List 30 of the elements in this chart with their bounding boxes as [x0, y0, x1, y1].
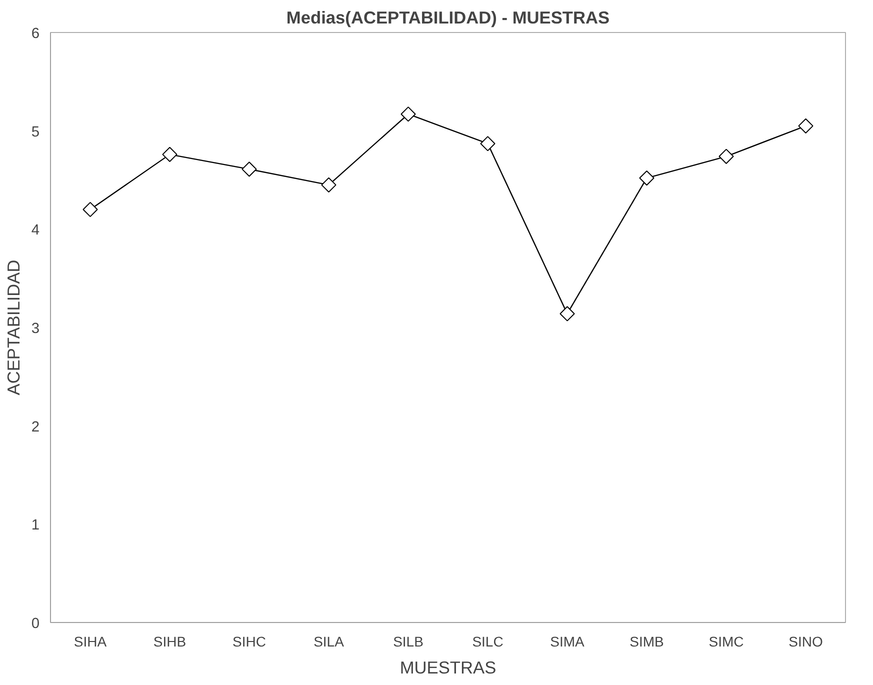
y-axis-title: ACEPTABILIDAD	[3, 260, 24, 396]
x-axis-title: MUESTRAS	[400, 658, 496, 678]
y-tick-label: 4	[31, 222, 40, 239]
point	[400, 106, 416, 122]
point	[82, 202, 98, 218]
point	[321, 177, 336, 192]
y-tick-label: 5	[31, 124, 40, 140]
y-tick-label: 6	[31, 26, 40, 42]
point	[639, 170, 654, 186]
y-tick-label: 3	[31, 321, 40, 337]
point	[718, 148, 734, 164]
x-tick-label: SIHC	[232, 634, 266, 650]
x-tick-label: SIHA	[74, 634, 108, 650]
chart-title: Medias(ACEPTABILIDAD) - MUESTRAS	[286, 8, 610, 28]
y-tick-label: 1	[31, 518, 40, 534]
x-tick-label: SIMA	[550, 634, 586, 650]
x-tick-label: SIHB	[153, 634, 186, 650]
x-tick-label: SIMC	[708, 634, 744, 650]
x-tick-label: SINO	[788, 634, 823, 650]
y-tick-label: 2	[31, 419, 40, 436]
point	[798, 118, 814, 134]
x-tick-label: SILC	[472, 634, 504, 650]
x-tick-label: SIMB	[630, 634, 664, 650]
y-tick-label: 0	[31, 616, 40, 632]
x-tick-label: SILB	[393, 634, 424, 650]
point	[242, 162, 257, 177]
point	[162, 146, 178, 162]
point	[480, 136, 496, 152]
x-tick-label: SILA	[314, 634, 345, 650]
point	[560, 306, 575, 322]
